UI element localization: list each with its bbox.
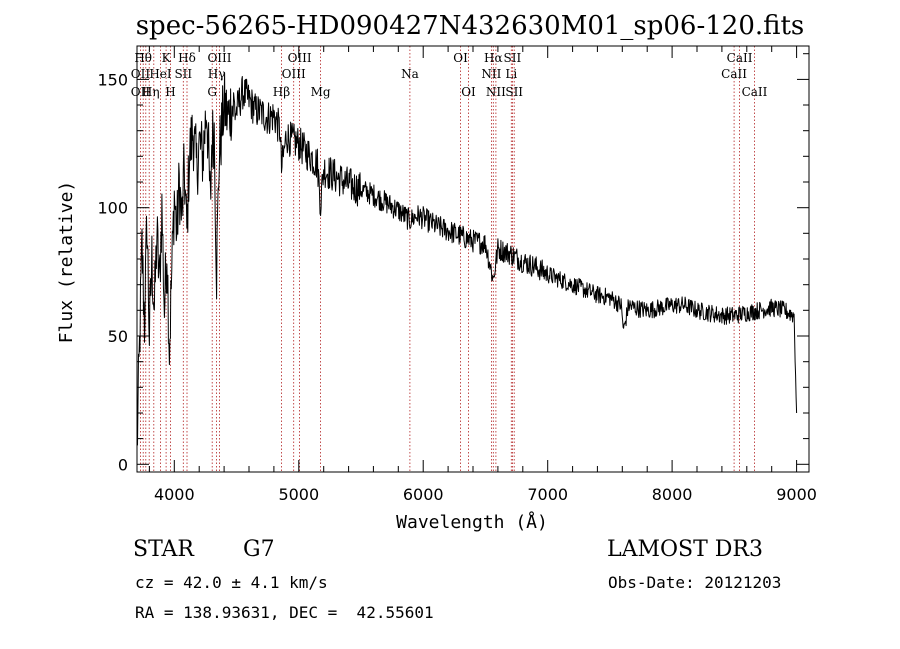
- y-tick-label-50: 50: [108, 327, 128, 346]
- observation-date: Obs-Date: 20121203: [608, 573, 782, 592]
- line-label-20: SII: [504, 51, 522, 65]
- spectrum-line: [136, 72, 798, 446]
- line-label-7: Hδ: [178, 51, 196, 65]
- line-label-16: Na: [401, 67, 419, 81]
- line-label-4: K: [162, 51, 172, 65]
- survey-name: LAMOST DR3: [607, 537, 763, 562]
- sky-coordinates: RA = 138.93631, DEC = 42.55601: [135, 603, 434, 622]
- y-tick-label-150: 150: [97, 70, 128, 89]
- object-subclass: G7: [243, 537, 275, 562]
- spectrum-series: [136, 72, 798, 446]
- emission-line-markers: [139, 46, 755, 472]
- x-tick-label-5000: 5000: [278, 485, 319, 504]
- x-axis-ticks: 4000 5000 6000 7000 8000 9000: [148, 46, 817, 504]
- line-label-15: Mg: [311, 85, 331, 99]
- line-label-13: OIII: [288, 51, 312, 65]
- line-label-21: NII: [481, 67, 501, 81]
- line-label-10: Hγ: [208, 67, 226, 81]
- line-label-25: CaII: [727, 51, 753, 65]
- x-axis-label: Wavelength (Å): [396, 511, 548, 533]
- y-axis-label: Flux (relative): [56, 181, 77, 344]
- object-type: STAR: [133, 537, 194, 562]
- plot-frame: [136, 45, 810, 473]
- line-label-26: CaII: [721, 67, 747, 81]
- line-label-2: OII: [131, 85, 151, 99]
- y-axis-ticks: 0 50 100 150: [97, 53, 809, 474]
- line-label-14: OIII: [282, 67, 306, 81]
- x-tick-label-9000: 9000: [776, 485, 817, 504]
- line-label-6: H: [165, 85, 175, 99]
- line-label-12: Hβ: [273, 85, 290, 99]
- line-label-8: SII: [174, 67, 192, 81]
- line-label-19: Hα: [484, 51, 503, 65]
- line-label-17: OI: [453, 51, 468, 65]
- y-tick-label-0: 0: [118, 455, 128, 474]
- line-label-18: OI: [461, 85, 476, 99]
- y-tick-label-100: 100: [97, 199, 128, 218]
- line-label-1: OII: [131, 67, 151, 81]
- line-label-11: G: [207, 85, 217, 99]
- line-label-24: SII: [505, 85, 523, 99]
- line-label-27: CaII: [742, 85, 768, 99]
- x-tick-label-7000: 7000: [527, 485, 568, 504]
- line-label-22: Li: [505, 67, 517, 81]
- line-label-0: Hθ: [134, 51, 152, 65]
- redshift-cz: cz = 42.0 ± 4.1 km/s: [135, 573, 328, 592]
- x-tick-label-6000: 6000: [403, 485, 444, 504]
- chart-title: spec-56265-HD090427N432630M01_sp06-120.f…: [136, 11, 805, 41]
- line-label-3: Hη: [142, 85, 160, 99]
- line-label-9: OIII: [207, 51, 231, 65]
- line-label-5: HeI: [149, 67, 172, 81]
- line-label-23: NII: [486, 85, 506, 99]
- x-tick-label-8000: 8000: [652, 485, 693, 504]
- x-tick-label-4000: 4000: [154, 485, 195, 504]
